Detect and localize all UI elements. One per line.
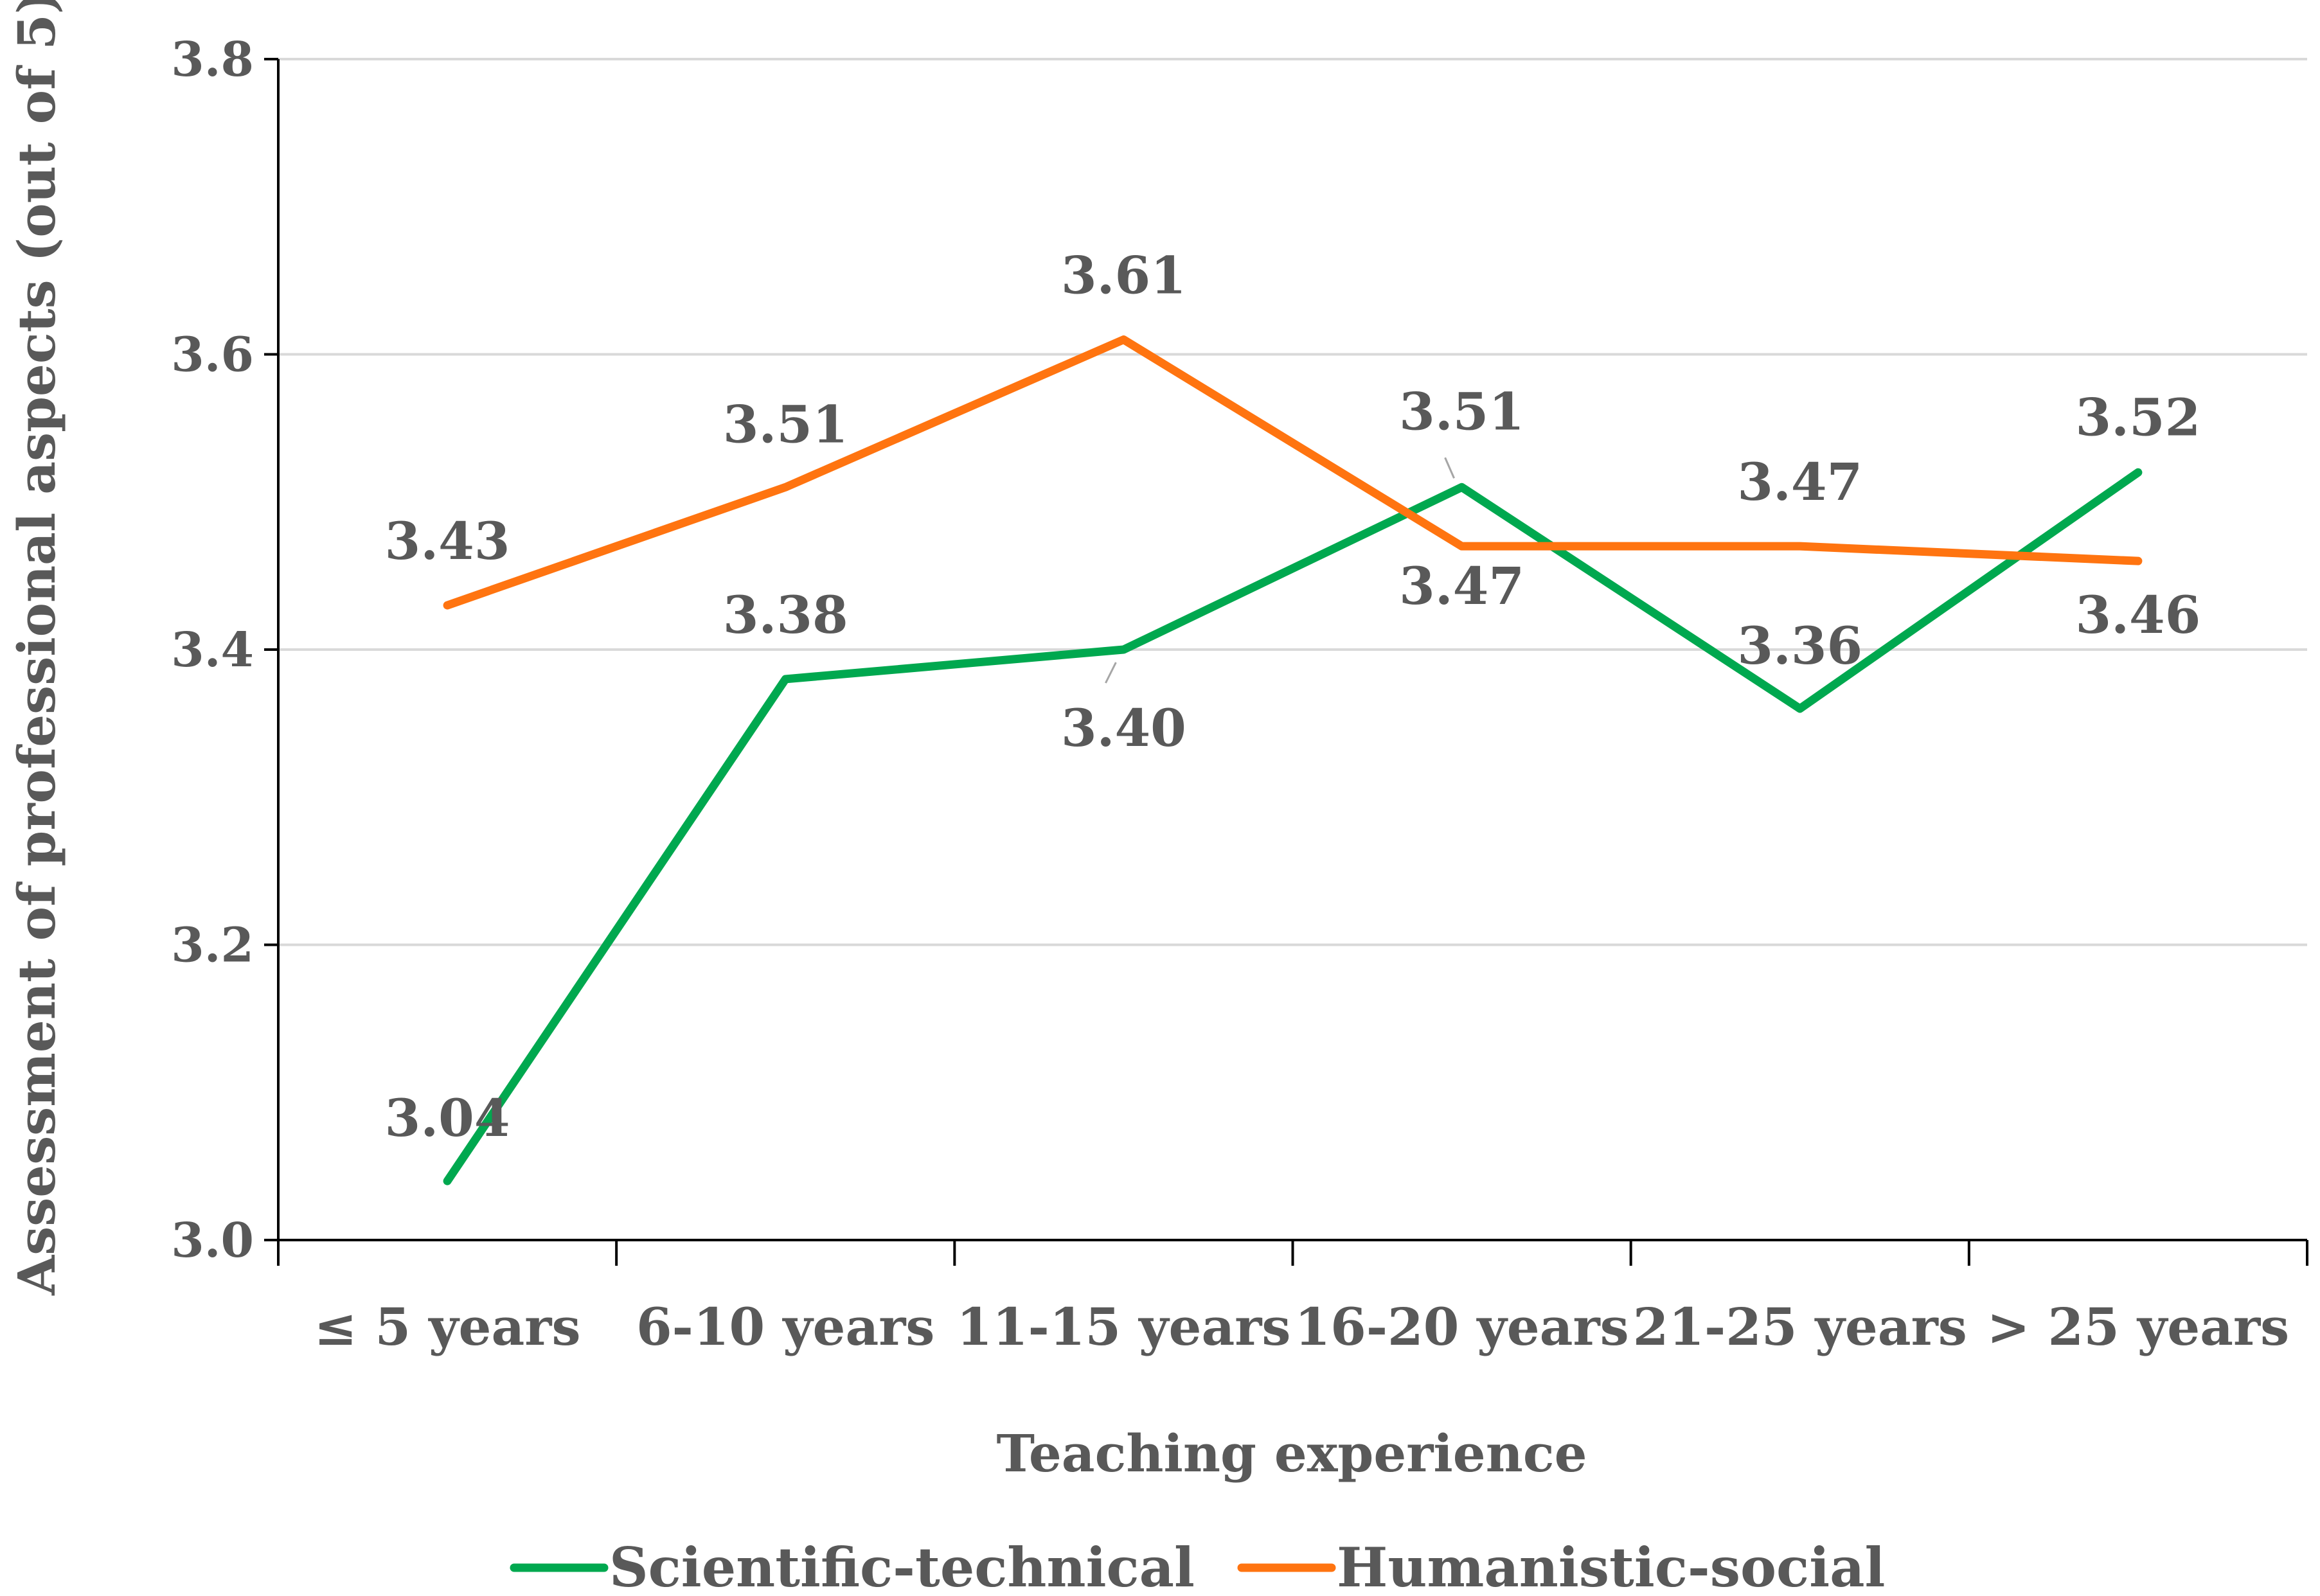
x-tick-label: > 25 years <box>1987 1297 2289 1357</box>
data-label: 3.47 <box>1399 556 1524 616</box>
data-label: 3.61 <box>1061 245 1186 306</box>
y-tick-label: 3.6 <box>171 328 254 383</box>
y-tick-labels: 3.0 3.2 3.4 3.6 3.8 <box>171 32 278 1268</box>
y-axis-title: Assessment of professional aspects (out … <box>6 0 67 1296</box>
series-lines <box>443 335 2143 1185</box>
y-tick-label: 3.2 <box>171 918 254 973</box>
data-label: 3.04 <box>385 1088 510 1148</box>
y-tick-label: 3.0 <box>171 1213 254 1268</box>
data-label: 3.36 <box>1737 616 1862 676</box>
data-label: 3.46 <box>2075 585 2200 645</box>
data-labels: 3.04 3.38 3.40 3.51 3.36 3.52 3.43 3.51 3.61 3.47… <box>385 245 2201 1149</box>
legend-item-scientific-technical[interactable]: Scientific-technical <box>510 1536 1195 1596</box>
data-label: 3.40 <box>1061 698 1186 758</box>
series-line-scientific-technical <box>443 468 2143 1185</box>
legend-label-humanistic-social: Humanistic-social <box>1337 1536 1885 1596</box>
x-axis-title: Teaching experience <box>997 1423 1587 1484</box>
data-label: 3.38 <box>723 585 848 645</box>
data-label-leader <box>1105 662 1117 684</box>
y-tick-label: 3.4 <box>171 623 254 678</box>
legend: Scientific-technical Humanistic-social <box>510 1536 1885 1596</box>
x-tick-label: 11-15 years <box>956 1297 1290 1357</box>
data-label: 3.47 <box>1737 452 1862 512</box>
legend-item-humanistic-social[interactable]: Humanistic-social <box>1237 1536 1885 1596</box>
gridlines <box>278 58 2307 946</box>
data-label: 3.52 <box>2075 387 2200 447</box>
x-tick-label: 6-10 years <box>636 1297 934 1357</box>
x-tick-label: 21-25 years <box>1633 1297 1967 1357</box>
x-tick-label: ≤ 5 years <box>314 1297 581 1357</box>
data-label: 3.51 <box>1399 381 1524 441</box>
y-tick-label: 3.8 <box>171 32 254 87</box>
data-label: 3.43 <box>385 511 510 571</box>
x-tick-label: 16-20 years <box>1295 1297 1629 1357</box>
data-label: 3.51 <box>723 394 848 454</box>
series-line-humanistic-social <box>443 335 2143 610</box>
x-tick-labels: ≤ 5 years 6-10 years 11-15 years 16-20 year… <box>277 1240 2308 1357</box>
data-label-leader <box>1444 457 1455 479</box>
legend-label-scientific-technical: Scientific-technical <box>609 1536 1195 1596</box>
